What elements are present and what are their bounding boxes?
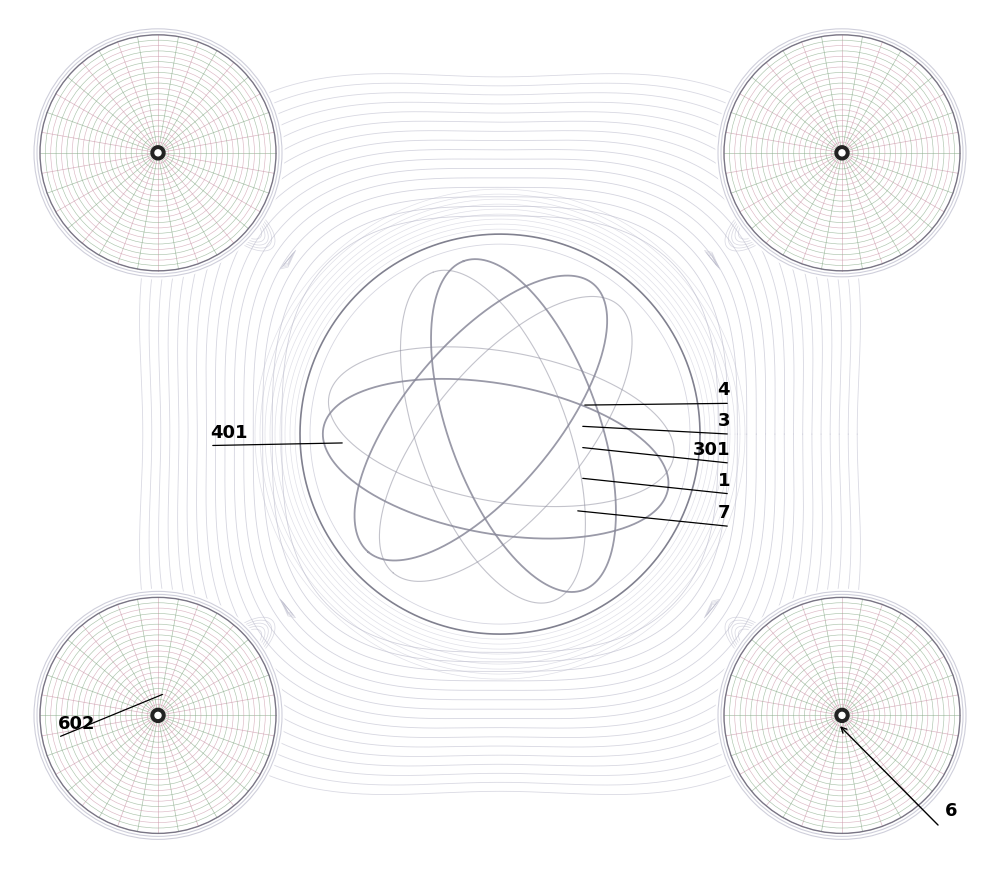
Circle shape — [839, 713, 845, 718]
Circle shape — [839, 151, 845, 156]
Text: 7: 7 — [718, 504, 730, 522]
Text: 301: 301 — [692, 441, 730, 458]
Circle shape — [151, 709, 165, 723]
Circle shape — [32, 28, 284, 279]
Circle shape — [716, 590, 968, 841]
Circle shape — [32, 590, 284, 841]
Text: 6: 6 — [945, 801, 958, 819]
Circle shape — [155, 713, 161, 718]
Circle shape — [716, 28, 968, 279]
Text: 602: 602 — [58, 715, 96, 732]
Text: 1: 1 — [718, 471, 730, 489]
Circle shape — [151, 147, 165, 161]
Text: 4: 4 — [718, 381, 730, 399]
Circle shape — [835, 147, 849, 161]
Circle shape — [835, 709, 849, 723]
Text: 401: 401 — [210, 423, 248, 441]
Text: 3: 3 — [718, 412, 730, 429]
Circle shape — [155, 151, 161, 156]
